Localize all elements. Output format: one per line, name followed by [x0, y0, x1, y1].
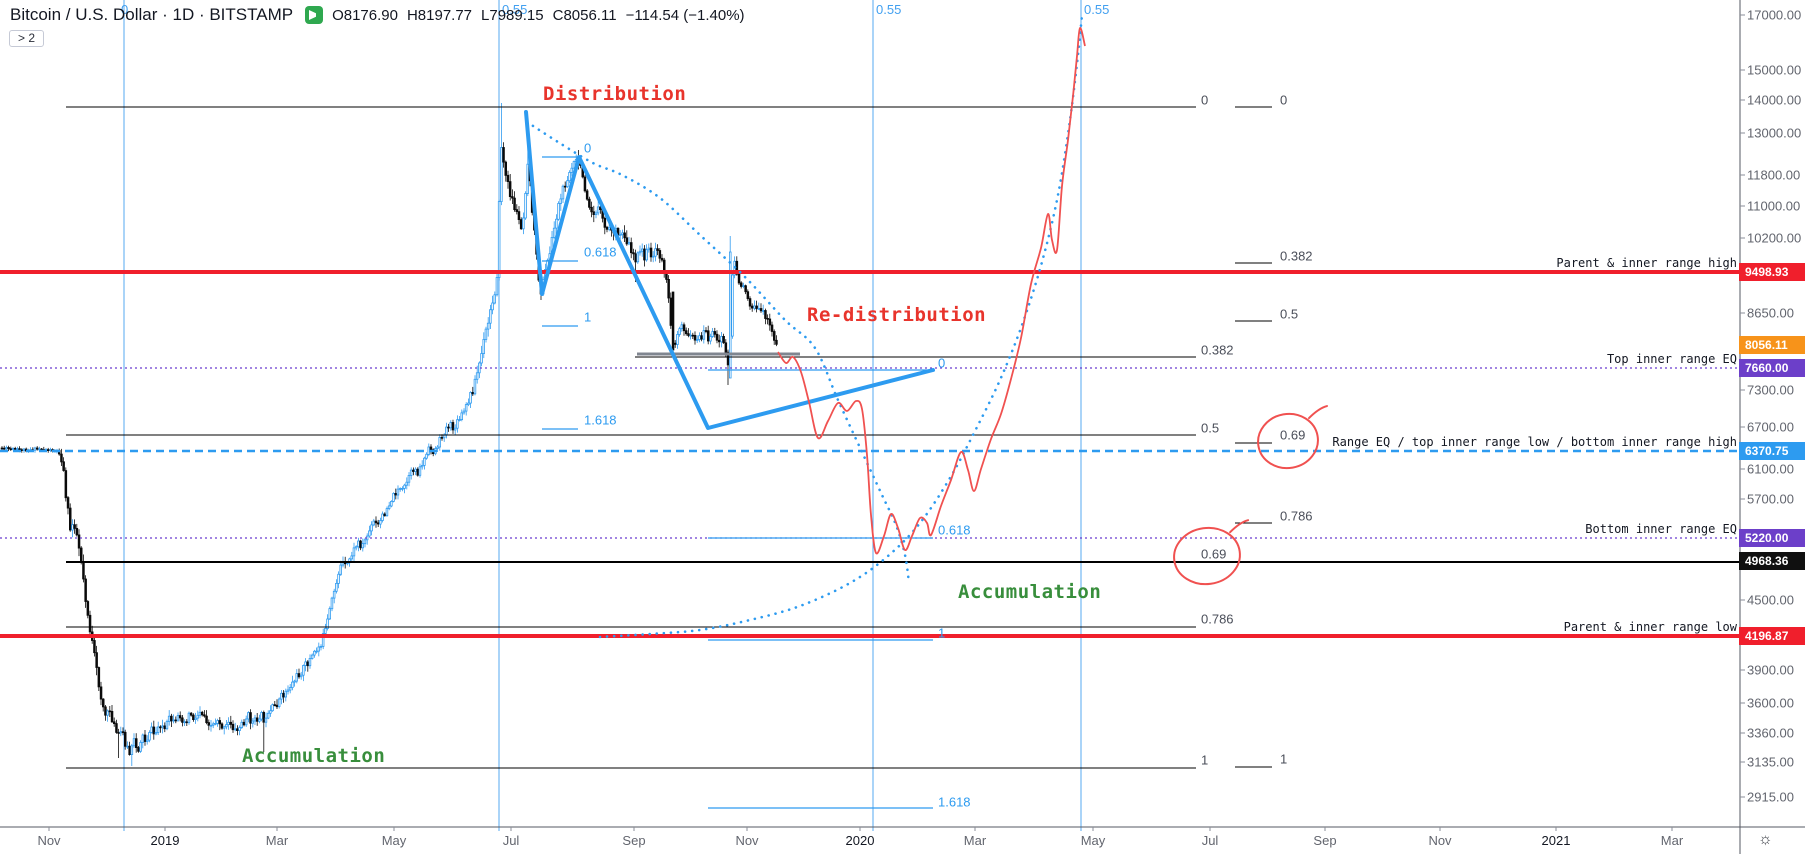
red-projection-curve	[777, 27, 1086, 555]
trend-zigzag-line	[524, 110, 935, 430]
highlight-circle	[1173, 526, 1241, 586]
highlight-circle	[1257, 412, 1319, 470]
object-tree-button[interactable]: > 2	[9, 30, 45, 47]
ohlc-close: C8056.11	[552, 6, 617, 24]
highlight-circle-tail	[1308, 405, 1328, 420]
ohlc-change: −114.54 (−1.40%)	[625, 6, 745, 24]
ohlc-high: H8197.77	[406, 6, 473, 24]
ohlc-open: O8176.90	[332, 6, 398, 24]
theme-toggle-icon[interactable]: ☼	[1758, 831, 1773, 848]
exchange-logo-icon	[305, 6, 324, 24]
symbol-header: Bitcoin / U.S. Dollar · 1D · BITSTAMP O8…	[10, 5, 754, 25]
ohlc-low: L7989.15	[481, 6, 544, 24]
highlight-circle-tail	[1229, 519, 1250, 534]
symbol-title[interactable]: Bitcoin / U.S. Dollar · 1D · BITSTAMP	[10, 5, 294, 24]
ohlc-values: O8176.90 H8197.77 L7989.15 C8056.11 −114.54 …	[332, 7, 753, 24]
